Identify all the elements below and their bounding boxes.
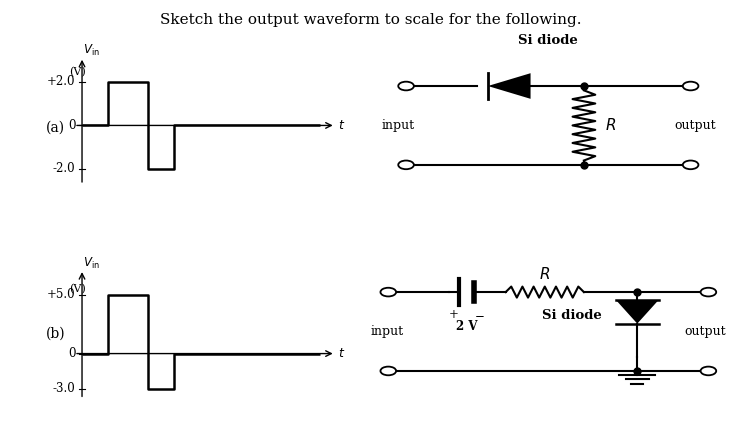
Text: Si diode: Si diode <box>519 34 578 47</box>
Circle shape <box>700 288 717 297</box>
Polygon shape <box>616 300 659 323</box>
Circle shape <box>700 366 717 375</box>
Text: (V): (V) <box>69 284 85 294</box>
Text: output: output <box>674 119 716 132</box>
Text: $V_\mathrm{in}$: $V_\mathrm{in}$ <box>83 256 100 271</box>
Text: input: input <box>370 325 404 338</box>
Polygon shape <box>488 73 531 99</box>
Text: 0: 0 <box>68 347 76 360</box>
Circle shape <box>398 160 414 169</box>
Circle shape <box>682 82 699 90</box>
Text: (V): (V) <box>69 67 85 77</box>
Text: (b): (b) <box>46 327 65 341</box>
Text: $V_\mathrm{in}$: $V_\mathrm{in}$ <box>83 43 100 58</box>
Circle shape <box>380 288 396 297</box>
Circle shape <box>398 82 414 90</box>
Text: $R$: $R$ <box>539 266 551 282</box>
Text: $t$: $t$ <box>338 347 345 360</box>
Text: input: input <box>381 119 414 132</box>
Text: (a): (a) <box>46 121 65 135</box>
Text: $-$: $-$ <box>473 308 485 321</box>
Text: Si diode: Si diode <box>542 309 602 322</box>
Circle shape <box>682 160 699 169</box>
Text: -3.0: -3.0 <box>53 382 76 395</box>
Text: $R$: $R$ <box>605 117 617 134</box>
Text: +: + <box>449 308 459 321</box>
Text: $t$: $t$ <box>338 119 345 132</box>
Text: 2 V: 2 V <box>456 320 477 333</box>
Text: +2.0: +2.0 <box>47 75 76 88</box>
Text: 0: 0 <box>68 119 76 132</box>
Text: Sketch the output waveform to scale for the following.: Sketch the output waveform to scale for … <box>160 13 581 27</box>
Text: -2.0: -2.0 <box>53 163 76 176</box>
Circle shape <box>380 366 396 375</box>
Text: output: output <box>685 325 726 338</box>
Text: +5.0: +5.0 <box>47 289 76 302</box>
